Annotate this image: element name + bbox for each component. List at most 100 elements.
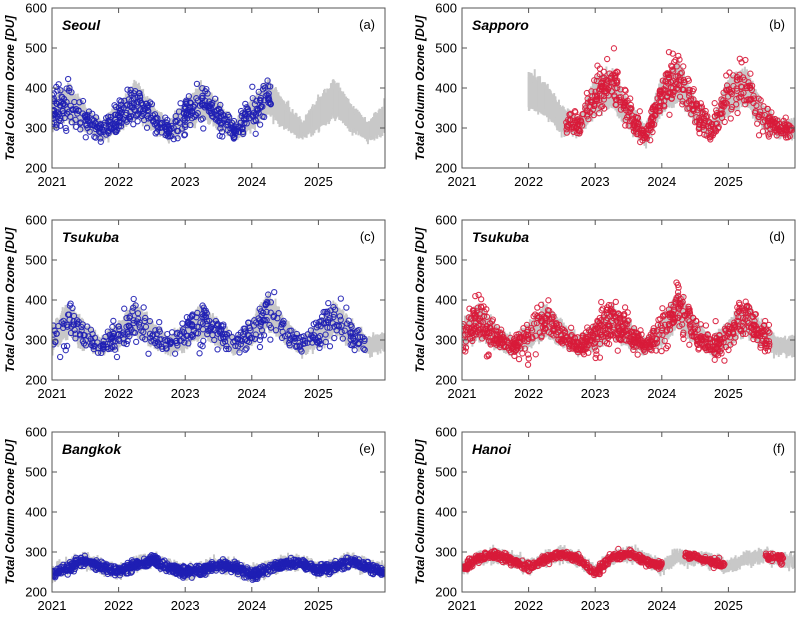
data-point xyxy=(99,126,106,134)
data-point xyxy=(207,105,215,112)
data-point xyxy=(669,50,676,57)
data-point xyxy=(59,94,66,101)
data-point xyxy=(740,89,747,97)
data-point xyxy=(769,121,776,128)
x-tick-label: 2024 xyxy=(647,174,676,189)
data-point xyxy=(67,329,75,337)
data-point xyxy=(676,76,683,83)
data-point xyxy=(284,331,292,338)
data-point xyxy=(168,132,175,140)
data-point xyxy=(95,125,102,132)
data-point xyxy=(104,128,112,135)
station-label: Sapporo xyxy=(472,17,529,33)
data-point xyxy=(671,88,678,95)
data-point xyxy=(90,345,97,353)
data-point xyxy=(654,95,661,102)
data-point xyxy=(123,102,130,109)
data-point xyxy=(81,332,88,339)
data-point xyxy=(649,114,656,121)
data-point xyxy=(601,88,609,95)
data-point xyxy=(118,98,125,105)
y-tick-label: 200 xyxy=(25,161,47,176)
data-point xyxy=(608,88,616,95)
data-point xyxy=(56,102,64,109)
data-point xyxy=(679,101,686,108)
data-point xyxy=(134,310,142,317)
data-point xyxy=(566,111,573,118)
data-point xyxy=(219,133,226,140)
data-point xyxy=(67,102,74,110)
data-point xyxy=(252,116,259,124)
data-point xyxy=(127,112,135,120)
data-point xyxy=(140,116,148,124)
data-point xyxy=(216,114,223,122)
data-point xyxy=(636,108,643,115)
data-point xyxy=(613,84,621,92)
data-point xyxy=(52,331,57,338)
data-point xyxy=(666,111,673,118)
data-point xyxy=(117,123,125,130)
data-point xyxy=(156,319,163,326)
data-point xyxy=(672,81,679,88)
x-tick-label: 2025 xyxy=(714,174,743,189)
data-point xyxy=(218,119,226,127)
data-point xyxy=(687,97,694,104)
data-point xyxy=(766,113,773,120)
panel-label: (a) xyxy=(359,17,375,32)
data-point xyxy=(179,326,187,333)
data-point xyxy=(325,299,332,307)
data-point xyxy=(86,128,93,135)
data-point xyxy=(757,108,764,115)
data-point xyxy=(199,115,206,122)
data-point xyxy=(82,134,89,141)
data-point xyxy=(700,115,708,122)
data-point xyxy=(151,111,159,118)
data-point xyxy=(738,83,745,91)
y-tick-label: 500 xyxy=(435,41,457,56)
data-point xyxy=(56,353,64,361)
y-axis-label: Total Column Ozone [DU] xyxy=(413,15,427,161)
data-point xyxy=(293,342,301,350)
data-point xyxy=(175,108,183,115)
data-point xyxy=(680,63,687,70)
data-point xyxy=(62,124,69,132)
data-point xyxy=(118,119,125,127)
data-point xyxy=(711,113,719,120)
data-point xyxy=(227,121,234,128)
data-point xyxy=(684,75,692,83)
data-point xyxy=(351,346,358,354)
data-point xyxy=(198,100,205,108)
data-point xyxy=(164,116,171,124)
data-point xyxy=(723,86,730,94)
data-point xyxy=(79,97,87,105)
data-point xyxy=(57,115,64,122)
data-point xyxy=(691,119,699,126)
data-point xyxy=(199,102,206,109)
data-point xyxy=(256,336,264,344)
data-point xyxy=(136,94,144,101)
data-point xyxy=(242,100,249,108)
data-point xyxy=(142,323,150,330)
data-point xyxy=(720,103,727,110)
data-point xyxy=(181,131,189,138)
data-point xyxy=(130,121,137,128)
data-point xyxy=(134,118,141,125)
data-point xyxy=(754,120,761,127)
data-point xyxy=(600,96,608,103)
data-point xyxy=(758,111,765,119)
data-point xyxy=(219,111,226,118)
data-point xyxy=(726,88,733,95)
data-point xyxy=(608,73,615,80)
data-point xyxy=(242,346,249,353)
data-point xyxy=(680,86,687,94)
data-point xyxy=(223,342,230,350)
data-point xyxy=(187,121,194,129)
data-point xyxy=(245,319,252,326)
data-point xyxy=(723,72,730,79)
data-point xyxy=(256,121,264,128)
data-point xyxy=(782,114,789,121)
data-point xyxy=(123,314,130,322)
data-point xyxy=(265,93,272,100)
data-point xyxy=(611,72,619,80)
data-point xyxy=(254,106,262,113)
